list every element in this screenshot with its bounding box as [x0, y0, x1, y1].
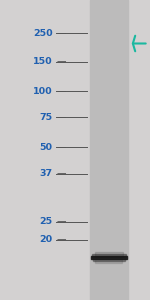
Text: 75: 75 [39, 112, 52, 122]
Text: —: — [54, 169, 66, 178]
Text: —: — [54, 87, 66, 96]
Bar [90, 0, 128, 300]
Text: —: — [54, 57, 66, 66]
Bar [91, 256, 127, 259]
Text: 20: 20 [39, 236, 52, 244]
Bar [93, 257, 125, 261]
Bar [95, 259, 122, 263]
Text: 150: 150 [33, 57, 52, 66]
Text: —: — [54, 112, 66, 122]
Text: 100: 100 [33, 87, 52, 96]
Text: 50: 50 [39, 142, 52, 152]
Text: 37: 37 [39, 169, 52, 178]
Text: 25: 25 [39, 218, 52, 226]
Text: —: — [54, 218, 66, 226]
Text: 250: 250 [33, 28, 52, 38]
Text: —: — [54, 142, 66, 152]
Text: —: — [54, 28, 66, 38]
Text: —: — [54, 236, 66, 244]
Bar [94, 252, 123, 256]
Bar [92, 254, 126, 257]
